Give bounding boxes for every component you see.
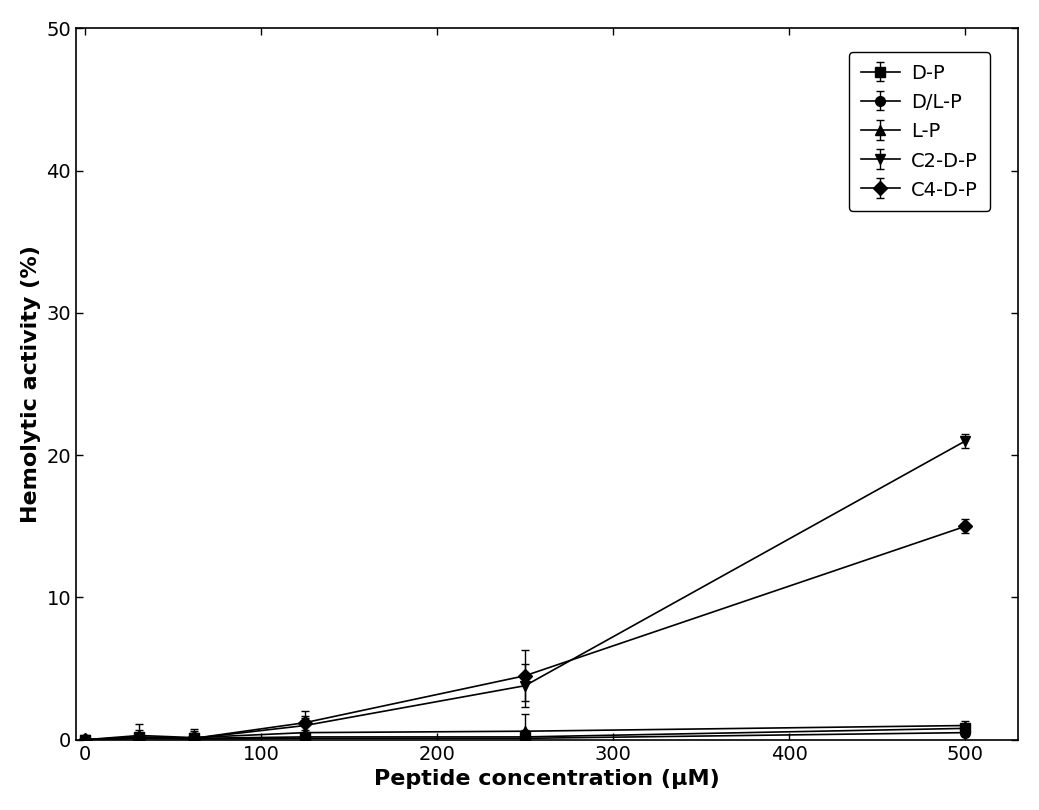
X-axis label: Peptide concentration (μM): Peptide concentration (μM) bbox=[374, 770, 720, 789]
Y-axis label: Hemolytic activity (%): Hemolytic activity (%) bbox=[21, 245, 41, 523]
Legend: D-P, D/L-P, L-P, C2-D-P, C4-D-P: D-P, D/L-P, L-P, C2-D-P, C4-D-P bbox=[849, 53, 989, 211]
